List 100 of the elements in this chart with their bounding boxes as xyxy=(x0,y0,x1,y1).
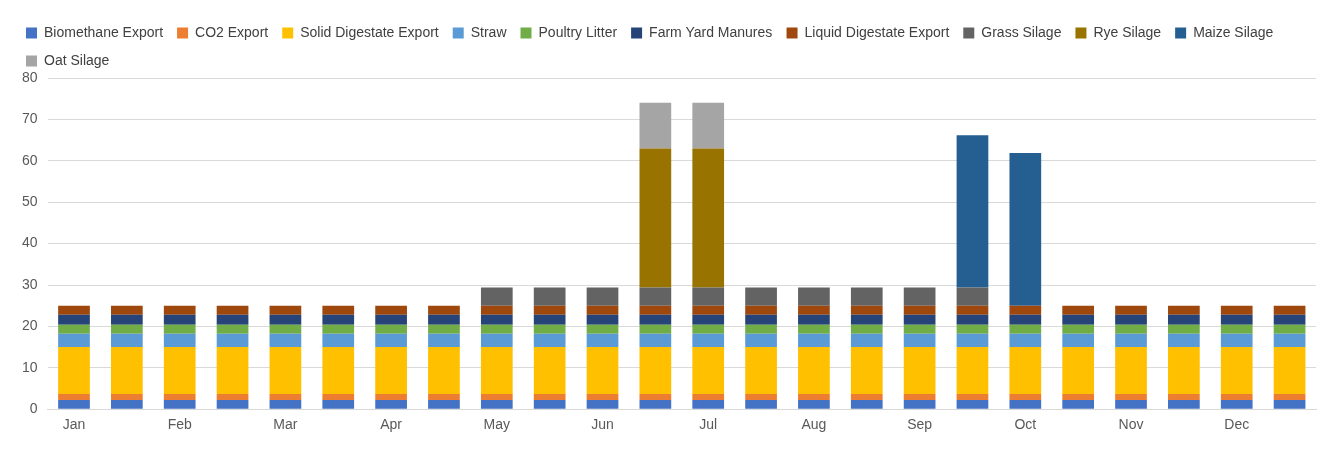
bar xyxy=(163,393,196,401)
bar xyxy=(269,314,302,325)
bar xyxy=(1273,305,1306,315)
bar xyxy=(110,400,143,409)
bar xyxy=(533,324,566,334)
bar xyxy=(903,305,936,315)
x-tick-label: Apr xyxy=(380,416,403,433)
bar xyxy=(586,324,619,334)
legend-label: Grass Silage xyxy=(981,23,1062,40)
y-tick-label: 60 xyxy=(21,151,38,168)
bar xyxy=(428,305,460,315)
bar xyxy=(428,333,460,348)
bar xyxy=(798,347,830,394)
bar xyxy=(1273,314,1306,325)
bar xyxy=(322,393,355,401)
bar xyxy=(1220,305,1253,315)
bar xyxy=(639,102,672,149)
bar xyxy=(163,347,196,394)
bar xyxy=(110,347,143,394)
bar xyxy=(850,305,883,315)
bar xyxy=(480,393,513,401)
bar xyxy=(956,305,989,315)
x-tick-label: Jun xyxy=(591,416,614,433)
bar xyxy=(1009,333,1042,348)
bar xyxy=(269,324,302,334)
bar xyxy=(1115,333,1147,348)
bar xyxy=(745,324,777,334)
bar xyxy=(745,333,777,348)
y-tick-label: 70 xyxy=(21,110,38,127)
bar xyxy=(533,347,566,394)
bar xyxy=(692,314,725,325)
bar xyxy=(428,400,460,409)
y-tick-label: 10 xyxy=(21,358,38,375)
bar xyxy=(956,393,989,401)
bar xyxy=(956,400,989,409)
bar xyxy=(850,333,883,348)
bar xyxy=(1009,152,1042,306)
y-tick-label: 0 xyxy=(29,400,38,417)
x-tick-label: Aug xyxy=(801,416,827,433)
bar xyxy=(428,314,460,325)
bar xyxy=(216,305,249,315)
bar xyxy=(586,393,619,401)
bar xyxy=(745,400,777,409)
bar xyxy=(745,314,777,325)
legend-label: Oat Silage xyxy=(44,51,110,68)
bar xyxy=(375,324,407,334)
x-tick-label: Feb xyxy=(167,416,192,433)
bar xyxy=(1168,393,1200,401)
bar xyxy=(1009,324,1042,334)
bar xyxy=(1220,314,1253,325)
legend-label: Biomethane Export xyxy=(44,23,164,40)
x-tick-label: Oct xyxy=(1014,416,1037,433)
bar xyxy=(692,393,725,401)
bar xyxy=(269,333,302,348)
bar xyxy=(1009,347,1042,394)
bar xyxy=(163,305,196,315)
bar xyxy=(110,333,143,348)
bar xyxy=(480,314,513,325)
bar xyxy=(956,347,989,394)
bar xyxy=(1168,305,1200,315)
bar xyxy=(745,287,777,306)
bar xyxy=(586,347,619,394)
bar xyxy=(1009,400,1042,409)
bar xyxy=(639,347,672,394)
bar xyxy=(639,324,672,334)
bar xyxy=(269,347,302,394)
bar xyxy=(322,333,355,348)
bar xyxy=(798,314,830,325)
bar xyxy=(692,333,725,348)
bar xyxy=(1168,324,1200,334)
bar xyxy=(798,324,830,334)
bar xyxy=(1062,305,1095,315)
bar xyxy=(216,314,249,325)
bar xyxy=(58,324,90,334)
y-tick-label: 50 xyxy=(21,193,38,210)
bar xyxy=(1062,324,1095,334)
x-tick-label: Mar xyxy=(273,416,298,433)
bar xyxy=(163,324,196,334)
bar xyxy=(58,393,90,401)
bar xyxy=(639,333,672,348)
bar xyxy=(586,314,619,325)
bar xyxy=(639,393,672,401)
x-tick-label: May xyxy=(483,416,511,433)
bar xyxy=(639,148,672,288)
bar xyxy=(1062,314,1095,325)
bar xyxy=(58,314,90,325)
bar xyxy=(322,400,355,409)
bar xyxy=(1115,314,1147,325)
bar xyxy=(163,400,196,409)
bar xyxy=(1115,400,1147,409)
bar xyxy=(375,314,407,325)
bar xyxy=(428,393,460,401)
legend-label: Maize Silage xyxy=(1193,23,1274,40)
bar xyxy=(692,324,725,334)
bar xyxy=(1115,347,1147,394)
bar xyxy=(798,333,830,348)
bar xyxy=(322,305,355,315)
bar xyxy=(903,400,936,409)
y-tick-label: 30 xyxy=(21,275,38,292)
bar xyxy=(639,305,672,315)
